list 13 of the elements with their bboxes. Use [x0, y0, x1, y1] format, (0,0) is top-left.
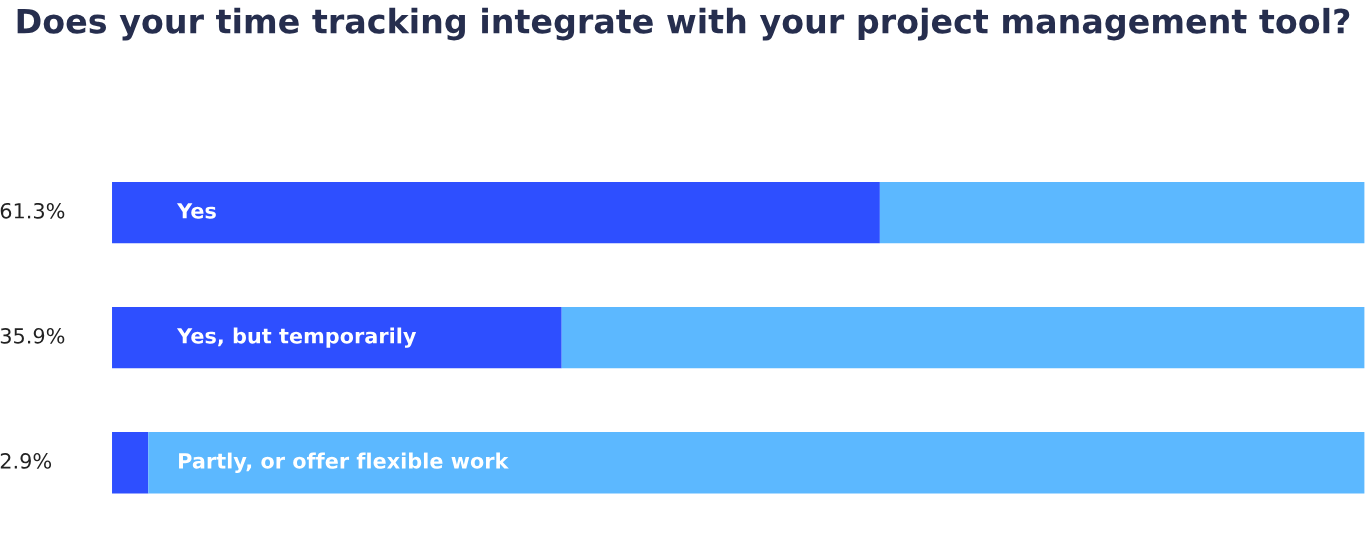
data-label: 61.3%: [0, 202, 65, 219]
y-tick-label: Partly, or offer flexible work: [179, 452, 509, 473]
y-tick-label: Yes, but temporarily: [176, 327, 417, 348]
bar: [561, 307, 1365, 369]
data-label: 2.9%: [0, 453, 52, 469]
bar: [148, 432, 1365, 494]
bar: [112, 307, 562, 369]
bar: [879, 181, 1365, 244]
data-label: 35.9%: [0, 327, 65, 344]
bar: [112, 432, 149, 494]
chart-title: Does your time tracking integrate with your project management tool?: [17, 7, 1350, 41]
y-tick-label: Yes: [176, 203, 216, 219]
bar: [112, 181, 880, 244]
